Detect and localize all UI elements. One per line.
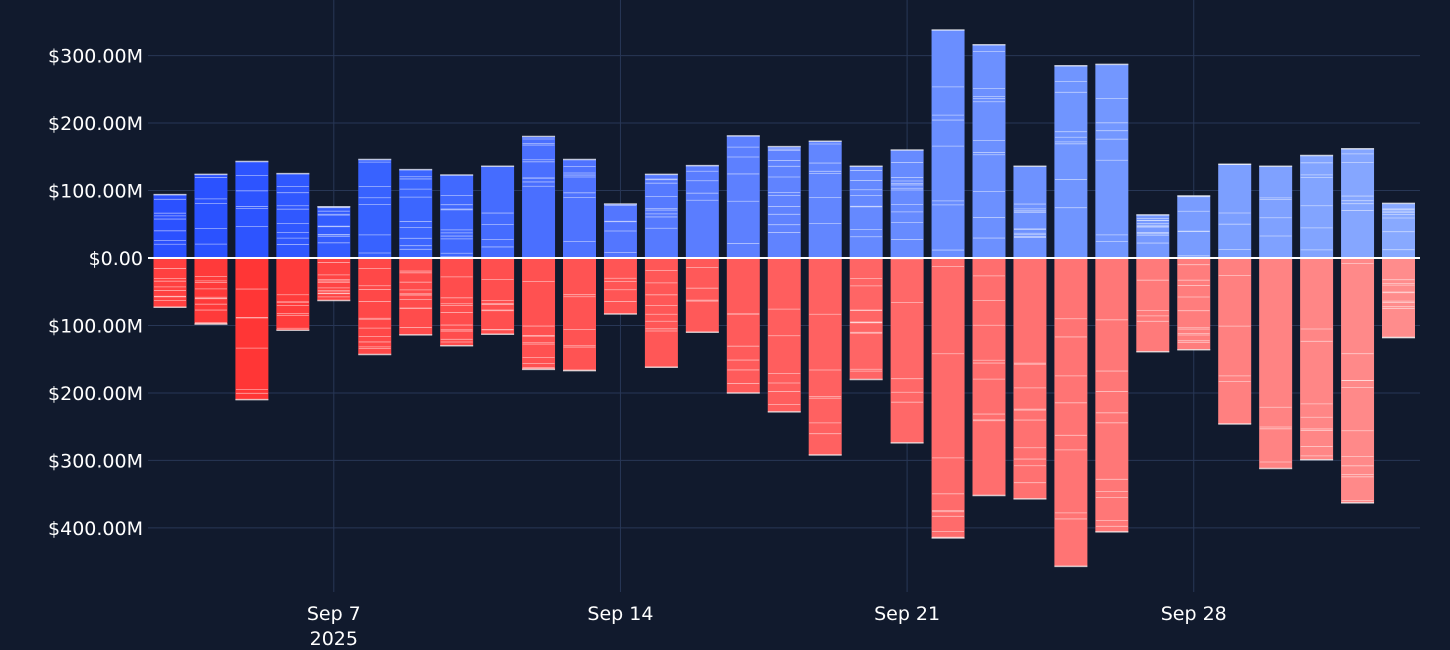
axes: $300.00M $200.00M $100.00M $0.00 $100.00M $20… [48,46,1420,650]
inflow-bar [153,194,187,258]
y-tick-label: $200.00M [48,113,143,135]
inflow-bar [481,166,515,258]
outflow-bar [972,258,1006,496]
y-tick-label: $100.00M [48,181,143,203]
outflow-bar [1095,258,1129,532]
y-tick-label: $100.00M [48,315,143,337]
inflow-bar [235,161,269,258]
outflow-bar [358,258,392,355]
outflow-bar [726,258,760,393]
outflow-bar [1300,258,1334,460]
inflow-bar [1136,214,1170,258]
inflow-bar [931,29,965,258]
outflow-bar [522,258,556,370]
outflow-bar [481,258,515,335]
x-tick-sublabel: 2025 [310,628,358,650]
y-tick-label: $400.00M [48,518,143,540]
outflow-bar [563,258,596,371]
inflow-bar [194,174,228,258]
outflow-bar [1054,258,1088,567]
outflow-bar [276,258,310,331]
outflow-bar [1177,258,1211,350]
inflow-bar [358,159,392,258]
outflow-bar [644,258,678,368]
outflow-bar [890,258,924,443]
outflow-bar [1259,258,1293,469]
inflow-bar [767,146,801,258]
inflow-bar [726,135,760,258]
outflow-bar [603,258,637,315]
outflow-bar [1136,258,1170,352]
outflow-bar [235,258,269,400]
outflow-bar [1013,258,1047,499]
outflow-bar [1382,258,1415,338]
inflow-bar [644,174,678,258]
outflow-bar [399,258,433,335]
outflow-bar [440,258,474,346]
outflow-bar [931,258,965,539]
inflow-bar [685,165,719,258]
inflow-bar [563,159,596,258]
y-tick-label: $200.00M [48,383,143,405]
inflow-bar [849,166,883,258]
y-tick-label: $300.00M [48,450,143,472]
x-tick-label: Sep 21 [874,603,940,625]
y-tick-label: $300.00M [48,46,143,68]
inflow-bar [1218,164,1252,258]
inflow-bar [1177,195,1211,258]
inflow-bar [972,44,1006,258]
x-tick-label: Sep 7 [307,603,361,625]
outflow-bar [767,258,801,412]
inflow-bar [808,141,842,258]
inflow-bar [522,136,556,258]
bars [153,29,1415,568]
inflow-bar [399,169,433,258]
x-tick-label: Sep 28 [1161,603,1227,625]
y-tick-label: $0.00 [89,248,143,270]
x-tick-label: Sep 14 [587,603,653,625]
outflow-bar [685,258,719,333]
outflow-bar [808,258,842,456]
outflow-bar [153,258,187,308]
inflow-bar [1095,64,1129,258]
inflow-bar [890,150,924,258]
inflow-bar [440,175,474,258]
inflow-bar [1300,155,1334,258]
outflow-bar [849,258,883,380]
outflow-bar [1218,258,1252,424]
inflow-bar [1054,65,1088,258]
outflow-bar [194,258,228,325]
inflow-bar [1259,166,1293,258]
inflow-bar [276,173,310,258]
